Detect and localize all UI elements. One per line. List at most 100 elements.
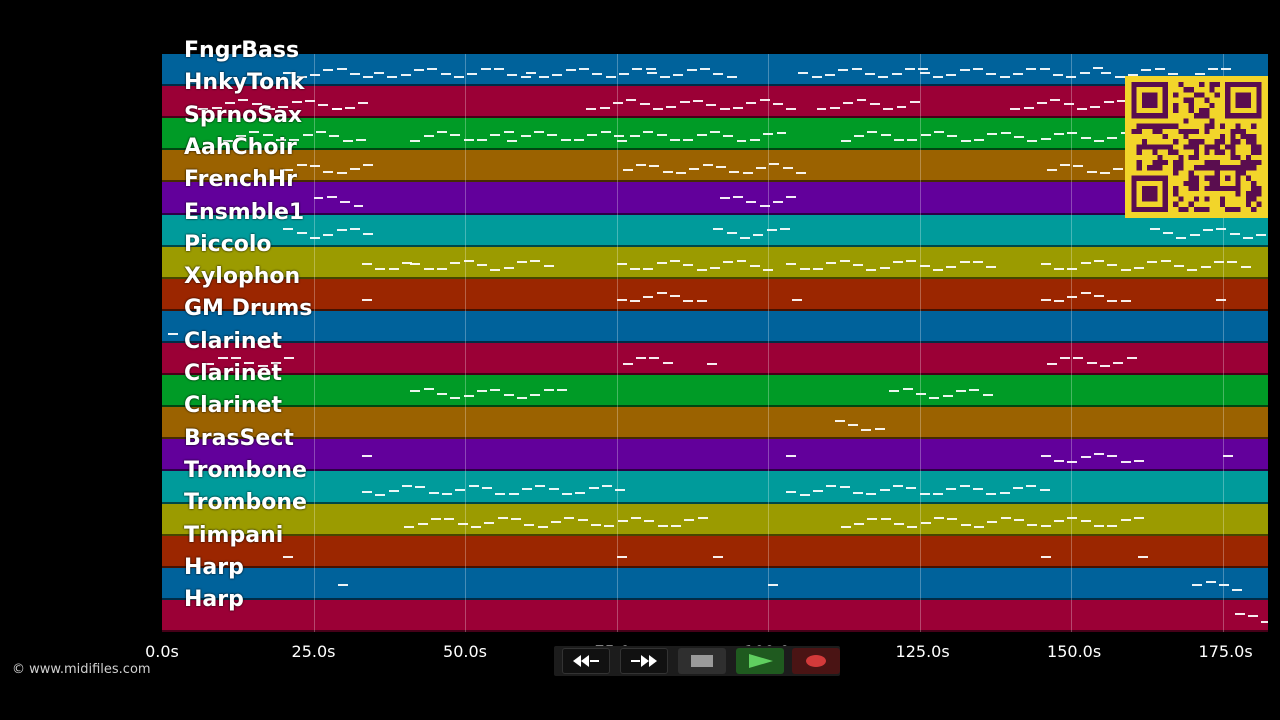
track-row[interactable]	[162, 86, 1268, 119]
note-mark	[974, 525, 985, 528]
note-mark	[972, 67, 983, 70]
note-mark	[999, 492, 1010, 495]
track-row[interactable]	[162, 503, 1268, 536]
track-row[interactable]	[162, 214, 1268, 247]
note-mark	[649, 165, 660, 168]
note-mark	[683, 139, 694, 142]
note-mark	[840, 525, 851, 528]
note-mark	[1222, 454, 1233, 457]
note-mark	[283, 71, 294, 74]
note-mark	[934, 131, 945, 134]
note-mark	[631, 516, 642, 519]
track-row[interactable]	[162, 471, 1268, 504]
note-mark	[749, 138, 760, 141]
track-row[interactable]	[162, 567, 1268, 600]
note-mark	[755, 166, 766, 169]
copyright-text: © www.midifiles.com	[12, 662, 151, 677]
note-mark	[652, 107, 663, 110]
note-mark	[313, 196, 324, 199]
track-label: GM Drums	[184, 296, 313, 322]
track-band	[162, 118, 1268, 151]
track-row[interactable]	[162, 439, 1268, 472]
note-mark	[713, 556, 724, 559]
fast-forward-button[interactable]	[620, 648, 668, 674]
note-mark	[891, 73, 902, 76]
note-mark	[336, 229, 347, 232]
note-mark	[892, 484, 903, 487]
note-mark	[1027, 140, 1038, 143]
note-mark	[586, 107, 597, 110]
note-mark	[283, 556, 294, 559]
track-separator	[162, 373, 1268, 376]
note-mark	[646, 71, 657, 74]
note-mark	[732, 196, 743, 199]
track-row[interactable]	[162, 182, 1268, 215]
note-mark	[932, 75, 943, 78]
track-row[interactable]	[162, 54, 1268, 87]
track-row[interactable]	[162, 375, 1268, 408]
note-mark	[363, 163, 374, 166]
track-row[interactable]	[162, 150, 1268, 183]
piano-roll[interactable]	[162, 54, 1268, 632]
note-mark	[1194, 73, 1205, 76]
note-mark	[1120, 299, 1131, 302]
note-mark	[283, 227, 294, 230]
play-icon	[749, 654, 773, 668]
time-tick-label: 150.0s	[1047, 642, 1102, 661]
note-mark	[780, 228, 791, 231]
note-mark	[929, 397, 940, 400]
note-mark	[696, 134, 707, 137]
note-mark	[508, 492, 519, 495]
track-label: Ensmble1	[184, 199, 305, 225]
note-mark	[481, 487, 492, 490]
note-mark	[848, 423, 858, 426]
note-mark	[468, 484, 479, 487]
record-button[interactable]	[792, 648, 840, 674]
track-band	[162, 503, 1268, 536]
note-mark	[302, 134, 313, 137]
note-mark	[920, 134, 931, 137]
note-mark	[792, 299, 803, 302]
track-row[interactable]	[162, 407, 1268, 440]
track-row[interactable]	[162, 343, 1268, 376]
track-separator	[162, 148, 1268, 151]
note-mark	[517, 261, 528, 264]
note-mark	[278, 106, 289, 109]
note-mark	[1221, 68, 1232, 71]
note-mark	[444, 517, 455, 520]
stop-button[interactable]	[678, 648, 726, 674]
time-tick-label: 25.0s	[291, 642, 336, 661]
note-mark	[656, 291, 667, 294]
note-mark	[657, 524, 668, 527]
track-row[interactable]	[162, 599, 1268, 632]
track-row[interactable]	[162, 535, 1268, 568]
rewind-button[interactable]	[562, 648, 610, 674]
note-mark	[1107, 524, 1118, 527]
note-mark	[1192, 584, 1203, 587]
play-button[interactable]	[736, 648, 784, 674]
note-mark	[574, 139, 585, 142]
note-mark	[1229, 233, 1240, 236]
note-mark	[1107, 137, 1118, 140]
note-mark	[729, 171, 740, 174]
note-mark	[1114, 75, 1125, 78]
track-row[interactable]	[162, 118, 1268, 151]
note-mark	[753, 234, 764, 237]
note-mark	[763, 268, 774, 271]
note-mark	[643, 295, 654, 298]
note-mark	[575, 492, 586, 495]
track-row[interactable]	[162, 246, 1268, 279]
note-mark	[423, 388, 434, 391]
track-row[interactable]	[162, 278, 1268, 311]
note-mark	[707, 362, 718, 365]
note-mark	[520, 76, 531, 79]
note-mark	[1063, 103, 1074, 106]
note-mark	[879, 488, 890, 491]
note-mark	[851, 67, 862, 70]
note-mark	[231, 356, 242, 359]
note-mark	[1060, 163, 1071, 166]
note-mark	[749, 264, 760, 267]
note-mark	[1107, 455, 1118, 458]
note-mark	[490, 388, 501, 391]
track-row[interactable]	[162, 310, 1268, 343]
